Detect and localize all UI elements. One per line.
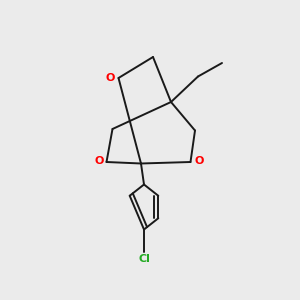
Text: O: O — [105, 73, 115, 83]
Text: O: O — [194, 155, 204, 166]
Text: Cl: Cl — [138, 254, 150, 265]
Text: O: O — [94, 155, 104, 166]
